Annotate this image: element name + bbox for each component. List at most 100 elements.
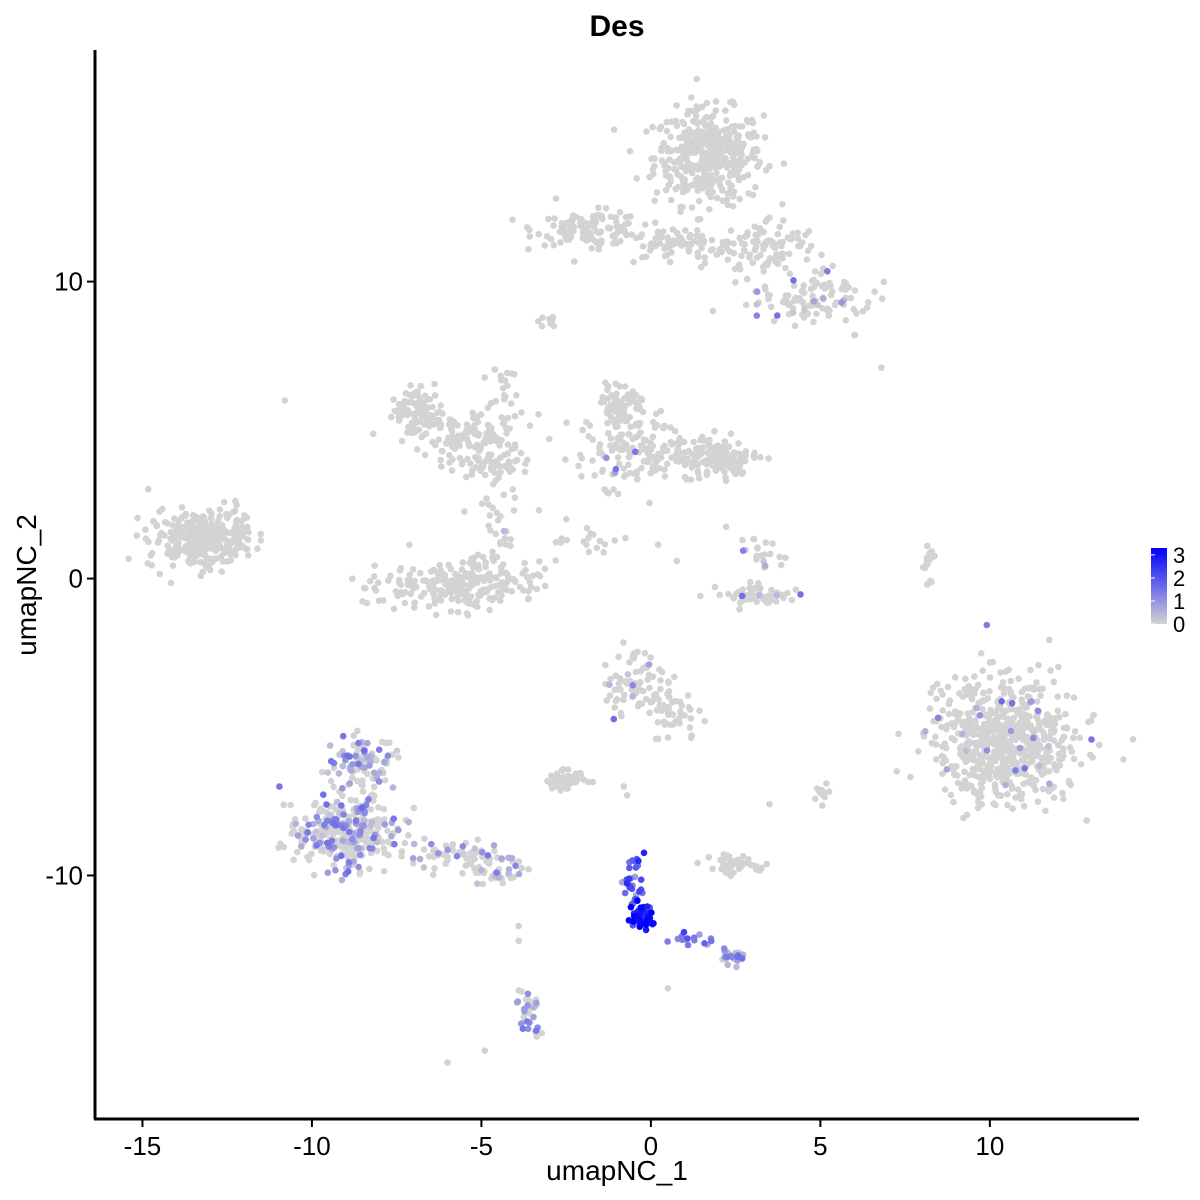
cell-point <box>667 133 674 141</box>
cell-point <box>729 161 736 169</box>
cell-point <box>368 791 376 798</box>
cell-point <box>974 681 982 689</box>
cell-point <box>706 150 713 157</box>
cell-point <box>665 182 672 189</box>
cell-point <box>431 600 439 607</box>
cell-point <box>323 801 330 808</box>
cell-point <box>953 763 960 770</box>
cell-point <box>768 586 775 594</box>
cell-point <box>713 177 721 184</box>
cell-point <box>227 550 234 558</box>
cell-point <box>660 228 667 235</box>
cell-point <box>1011 736 1018 743</box>
cell-point <box>412 428 419 436</box>
cell-point <box>499 879 506 887</box>
cell-point <box>1077 761 1085 768</box>
cell-point <box>257 530 265 538</box>
cell-point <box>611 537 619 544</box>
cell-point <box>471 443 479 451</box>
cell-point <box>687 706 694 713</box>
cell-point <box>595 246 602 253</box>
cell-point <box>741 159 749 166</box>
cell-point <box>1030 734 1037 742</box>
cell-point <box>752 183 759 191</box>
cell-point <box>950 798 957 806</box>
cell-point <box>654 719 662 726</box>
cell-point <box>203 532 211 539</box>
cell-point <box>643 128 650 135</box>
cell-point <box>525 246 532 253</box>
cell-point <box>530 1013 537 1021</box>
cell-point <box>1027 758 1035 766</box>
cell-point <box>666 173 673 180</box>
cell-point <box>406 541 413 549</box>
cell-point <box>695 197 703 205</box>
cell-point <box>489 431 497 438</box>
cell-point <box>477 444 485 451</box>
cell-point <box>430 590 437 598</box>
cell-point <box>661 473 669 480</box>
cell-point <box>676 698 684 705</box>
cell-point <box>1017 730 1024 737</box>
cell-point <box>827 291 835 299</box>
cell-point <box>366 762 373 769</box>
legend-label: 1 <box>1173 589 1185 614</box>
cell-point <box>388 833 395 840</box>
cell-point <box>930 717 937 725</box>
cell-point <box>963 691 971 698</box>
cell-point <box>535 411 542 418</box>
cell-point <box>435 436 443 443</box>
cell-point <box>512 862 519 870</box>
cell-point <box>1085 718 1092 726</box>
cell-point <box>633 468 641 476</box>
cell-point <box>367 806 375 813</box>
cell-point <box>791 322 799 330</box>
cell-point <box>1050 678 1058 686</box>
cell-point <box>481 1047 489 1054</box>
cell-point <box>348 835 356 843</box>
cell-point <box>997 768 1005 775</box>
cell-point <box>361 816 368 824</box>
cell-point <box>871 288 878 296</box>
cell-point <box>374 579 382 587</box>
cell-point <box>944 683 952 691</box>
cell-point <box>721 438 729 445</box>
cell-point <box>421 392 429 400</box>
cell-point <box>232 551 239 559</box>
cell-point <box>519 1025 527 1032</box>
cell-point <box>1042 807 1049 815</box>
cell-point <box>976 741 984 748</box>
cell-point <box>754 545 761 552</box>
cell-point <box>515 987 523 994</box>
cell-point <box>709 188 716 196</box>
cell-point <box>218 533 226 540</box>
cell-point <box>360 747 368 754</box>
cell-point <box>766 162 773 170</box>
cell-point <box>722 107 729 114</box>
cell-point <box>1000 713 1007 721</box>
cell-point <box>716 453 723 461</box>
cell-point <box>396 567 404 574</box>
cell-point <box>384 752 392 759</box>
cell-point <box>381 777 389 784</box>
cell-point <box>847 294 855 302</box>
cell-point <box>976 699 984 707</box>
cell-point <box>640 436 648 444</box>
cell-point <box>767 550 774 558</box>
cell-point <box>426 396 434 403</box>
cell-point <box>652 410 660 418</box>
cell-point <box>975 761 982 768</box>
cell-point <box>730 869 737 876</box>
cell-point <box>523 224 531 231</box>
cell-point <box>238 533 245 540</box>
cell-point <box>459 843 467 850</box>
cell-point <box>774 230 782 238</box>
cell-point <box>539 314 546 321</box>
cell-point <box>663 252 671 259</box>
cell-point <box>468 853 476 861</box>
cell-point <box>600 398 608 406</box>
cell-point <box>709 307 717 315</box>
cell-point <box>1002 668 1010 675</box>
cell-point <box>448 443 456 450</box>
cell-point <box>461 597 469 604</box>
